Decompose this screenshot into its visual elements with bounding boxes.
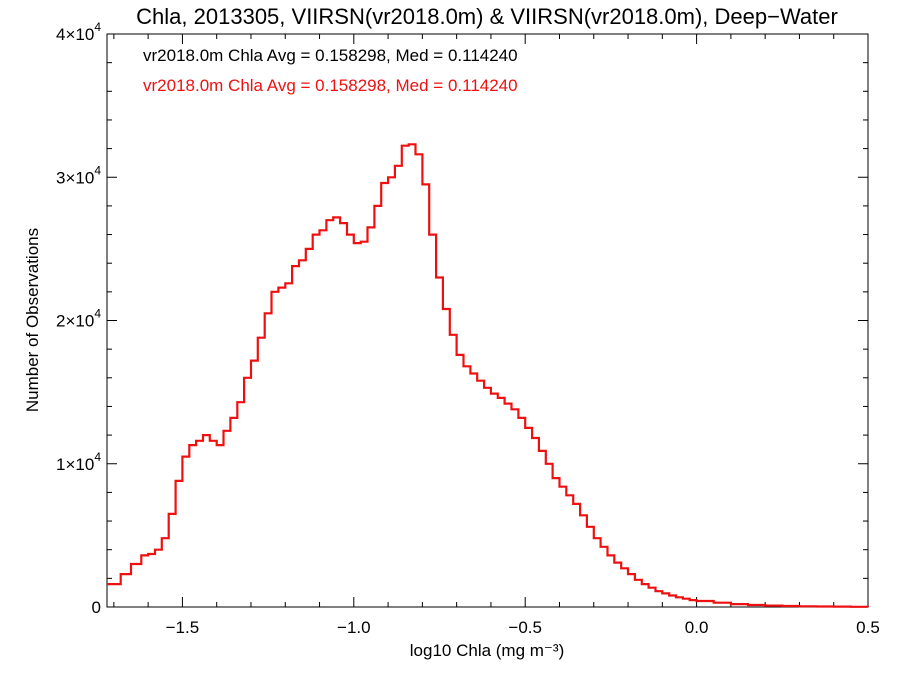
histogram-series-1 xyxy=(107,144,869,607)
x-tick-label: −0.5 xyxy=(508,618,542,637)
y-tick-exponent: 4 xyxy=(94,450,101,464)
series-layer xyxy=(107,143,870,608)
chart-title: Chla, 2013305, VIIRSN(vr2018.0m) & VIIRS… xyxy=(136,4,838,29)
y-tick-label: 1×104 xyxy=(56,450,101,474)
y-tick-exponent: 4 xyxy=(94,20,101,34)
x-tick-label: −1.0 xyxy=(337,618,371,637)
y-axis-ticks: 0 1×104 2×104 3×104 4×104 xyxy=(56,20,868,617)
y-tick-label: 3×104 xyxy=(56,163,101,187)
x-tick-label: 0.0 xyxy=(685,618,709,637)
x-tick-label: 0.5 xyxy=(856,618,880,637)
stats-annotation-black: vr2018.0m Chla Avg = 0.158298, Med = 0.1… xyxy=(143,46,518,65)
histogram-series-0 xyxy=(107,143,870,608)
x-tick-label: −1.5 xyxy=(166,618,200,637)
y-tick-label: 2×104 xyxy=(56,307,101,331)
y-tick-label: 0 xyxy=(92,598,101,617)
plot-frame xyxy=(106,33,869,608)
x-axis-ticks: −1.5 −1.0 −0.5 0.0 0.5 xyxy=(113,34,880,637)
y-tick-label: 4×104 xyxy=(56,20,101,44)
stats-annotation-red: vr2018.0m Chla Avg = 0.158298, Med = 0.1… xyxy=(143,76,518,95)
y-axis-label: Number of Observations xyxy=(23,228,42,412)
x-axis-label: log10 Chla (mg m⁻³) xyxy=(410,641,564,660)
y-tick-exponent: 4 xyxy=(94,307,101,321)
y-tick-exponent: 4 xyxy=(94,163,101,177)
